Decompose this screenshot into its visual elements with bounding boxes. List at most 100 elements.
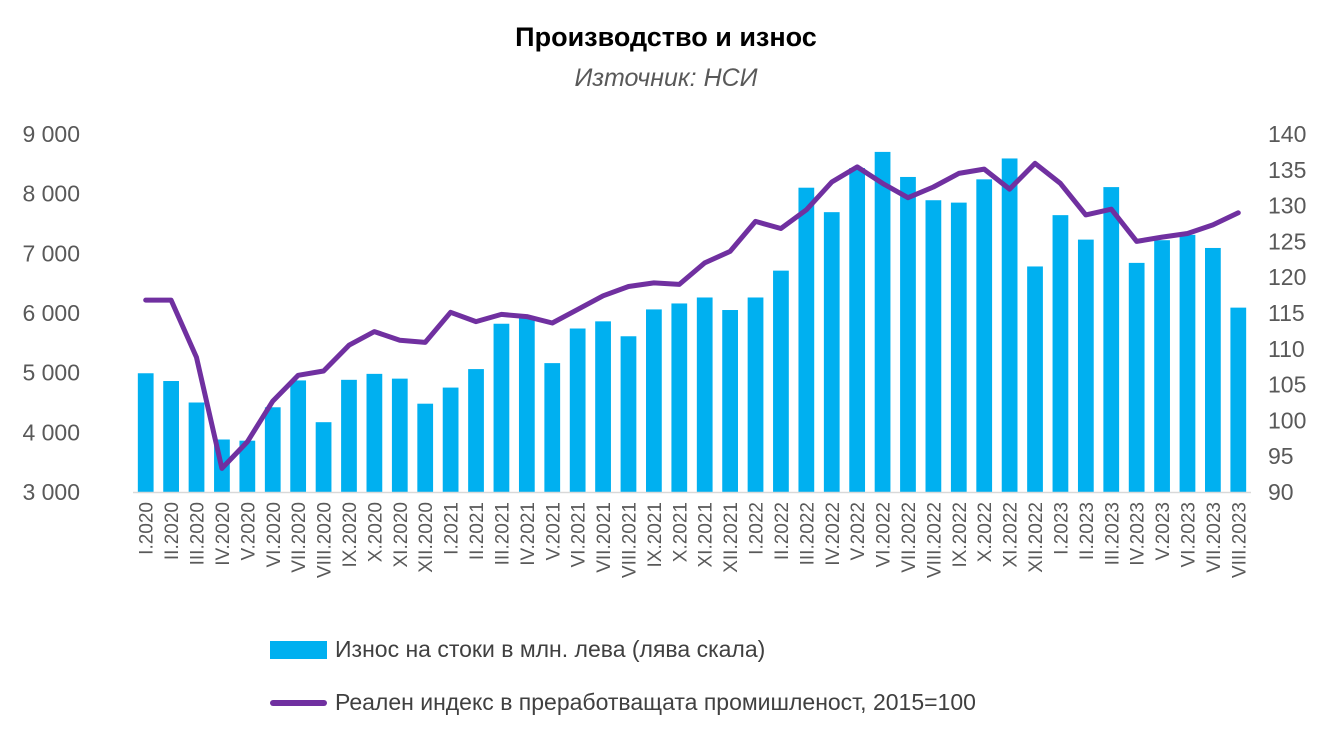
- bar-23: [722, 310, 738, 492]
- chart-subtitle: Източник: НСИ: [574, 64, 758, 92]
- bar-10: [391, 378, 408, 492]
- x-tick-label-11: XII.2020: [416, 502, 437, 573]
- bar-1: [163, 381, 179, 492]
- legend-swatch-bars: [270, 640, 327, 659]
- bar-26: [798, 187, 815, 492]
- bar-31: [925, 200, 942, 493]
- x-tick-label-32: IX.2022: [950, 502, 971, 568]
- bar-2: [188, 402, 205, 492]
- y-right-tick-label-2: 100: [1268, 407, 1306, 433]
- bar-5: [264, 407, 281, 492]
- x-tick-label-36: I.2023: [1051, 502, 1072, 555]
- bar-39: [1128, 262, 1145, 492]
- y-right-tick-label-1: 95: [1268, 443, 1294, 469]
- bar-8: [341, 379, 357, 492]
- x-tick-label-3: IV.2020: [213, 502, 234, 566]
- bar-17: [569, 328, 586, 492]
- bar-34: [1001, 158, 1018, 493]
- x-tick-label-30: VII.2022: [899, 502, 920, 573]
- bar-27: [823, 212, 840, 492]
- bar-21: [671, 303, 688, 492]
- legend-item-bars: Износ на стоки в млн. лева (лява скала): [270, 636, 765, 663]
- y-left-tick-label-5: 8 000: [22, 181, 80, 207]
- bar-15: [518, 317, 535, 492]
- bar-43: [1230, 307, 1247, 492]
- x-tick-label-7: VIII.2020: [315, 502, 336, 578]
- legend-label-line: Реален индекс в преработващата промишлен…: [335, 689, 976, 715]
- x-tick-label-34: XI.2022: [1001, 502, 1022, 568]
- bar-25: [773, 270, 789, 492]
- bar-40: [1154, 240, 1170, 492]
- x-tick-label-13: II.2021: [467, 502, 488, 560]
- x-tick-label-39: IV.2023: [1128, 502, 1149, 566]
- bar-12: [442, 387, 459, 492]
- bar-22: [696, 297, 713, 492]
- bar-20: [646, 309, 662, 492]
- x-tick-label-42: VII.2023: [1204, 502, 1225, 573]
- x-tick-label-35: XII.2022: [1026, 502, 1047, 573]
- x-tick-label-1: II.2020: [162, 502, 183, 560]
- bar-36: [1052, 215, 1069, 492]
- y-right-tick-label-7: 125: [1268, 228, 1306, 254]
- bar-19: [620, 336, 637, 492]
- x-tick-label-4: V.2020: [238, 502, 259, 560]
- x-tick-label-15: IV.2021: [518, 502, 539, 566]
- y-left-tick-label-6: 9 000: [22, 121, 80, 147]
- x-tick-label-6: VII.2020: [289, 502, 310, 573]
- y-right-tick-label-0: 90: [1268, 479, 1294, 505]
- x-tick-label-27: IV.2022: [823, 502, 844, 566]
- y-right-tick-label-8: 130: [1268, 193, 1306, 219]
- x-tick-label-18: VII.2021: [594, 502, 615, 573]
- bar-24: [747, 297, 764, 492]
- y-right-tick-label-10: 140: [1268, 121, 1306, 147]
- y-right-tick-label-4: 110: [1268, 336, 1305, 362]
- bar-42: [1205, 247, 1221, 492]
- bar-14: [493, 323, 510, 492]
- legend-item-line: Реален индекс в преработващата промишлен…: [270, 689, 976, 716]
- x-tick-label-2: III.2020: [188, 502, 209, 565]
- bar-16: [544, 363, 561, 492]
- x-tick-label-24: I.2022: [747, 502, 768, 555]
- bar-30: [900, 176, 916, 492]
- x-tick-label-8: IX.2020: [340, 502, 361, 568]
- x-tick-label-22: XI.2021: [696, 502, 717, 568]
- x-tick-label-40: V.2023: [1153, 502, 1174, 560]
- x-tick-label-14: III.2021: [492, 502, 513, 565]
- y-right-tick-label-5: 115: [1268, 300, 1305, 326]
- bar-4: [239, 440, 256, 492]
- x-tick-label-12: I.2021: [442, 502, 463, 555]
- bar-33: [976, 179, 993, 492]
- x-tick-label-31: VIII.2022: [924, 502, 945, 578]
- y-right-tick-label-9: 135: [1268, 157, 1306, 183]
- bar-7: [315, 422, 332, 492]
- x-tick-label-10: XI.2020: [391, 502, 412, 568]
- bar-11: [417, 403, 434, 492]
- x-tick-label-19: VIII.2021: [619, 502, 640, 578]
- y-left-tick-label-3: 6 000: [22, 300, 80, 326]
- bar-18: [595, 321, 611, 492]
- y-left-tick-label-1: 4 000: [22, 419, 80, 445]
- x-tick-label-21: X.2021: [670, 502, 691, 562]
- y-right-tick-label-6: 120: [1268, 264, 1306, 290]
- bar-35: [1027, 266, 1043, 492]
- x-tick-label-26: III.2022: [797, 502, 818, 565]
- y-left-tick-label-0: 3 000: [22, 479, 80, 505]
- bar-37: [1077, 239, 1094, 492]
- bar-38: [1103, 187, 1120, 492]
- x-tick-label-28: V.2022: [848, 502, 869, 560]
- x-tick-label-5: VI.2020: [264, 502, 285, 568]
- x-tick-label-20: IX.2021: [645, 502, 666, 568]
- x-tick-label-25: II.2022: [772, 502, 793, 560]
- x-tick-label-29: VI.2022: [874, 502, 895, 568]
- line-series: [143, 160, 1241, 471]
- bar-13: [468, 369, 484, 492]
- legend-swatch-line: [270, 699, 327, 706]
- x-tick-label-38: III.2023: [1102, 502, 1123, 565]
- x-tick-label-17: VI.2021: [569, 502, 590, 568]
- bar-0: [137, 373, 154, 492]
- x-tick-label-33: X.2022: [975, 502, 996, 562]
- x-tick-label-41: VI.2023: [1178, 502, 1199, 568]
- x-tick-label-37: II.2023: [1077, 502, 1098, 560]
